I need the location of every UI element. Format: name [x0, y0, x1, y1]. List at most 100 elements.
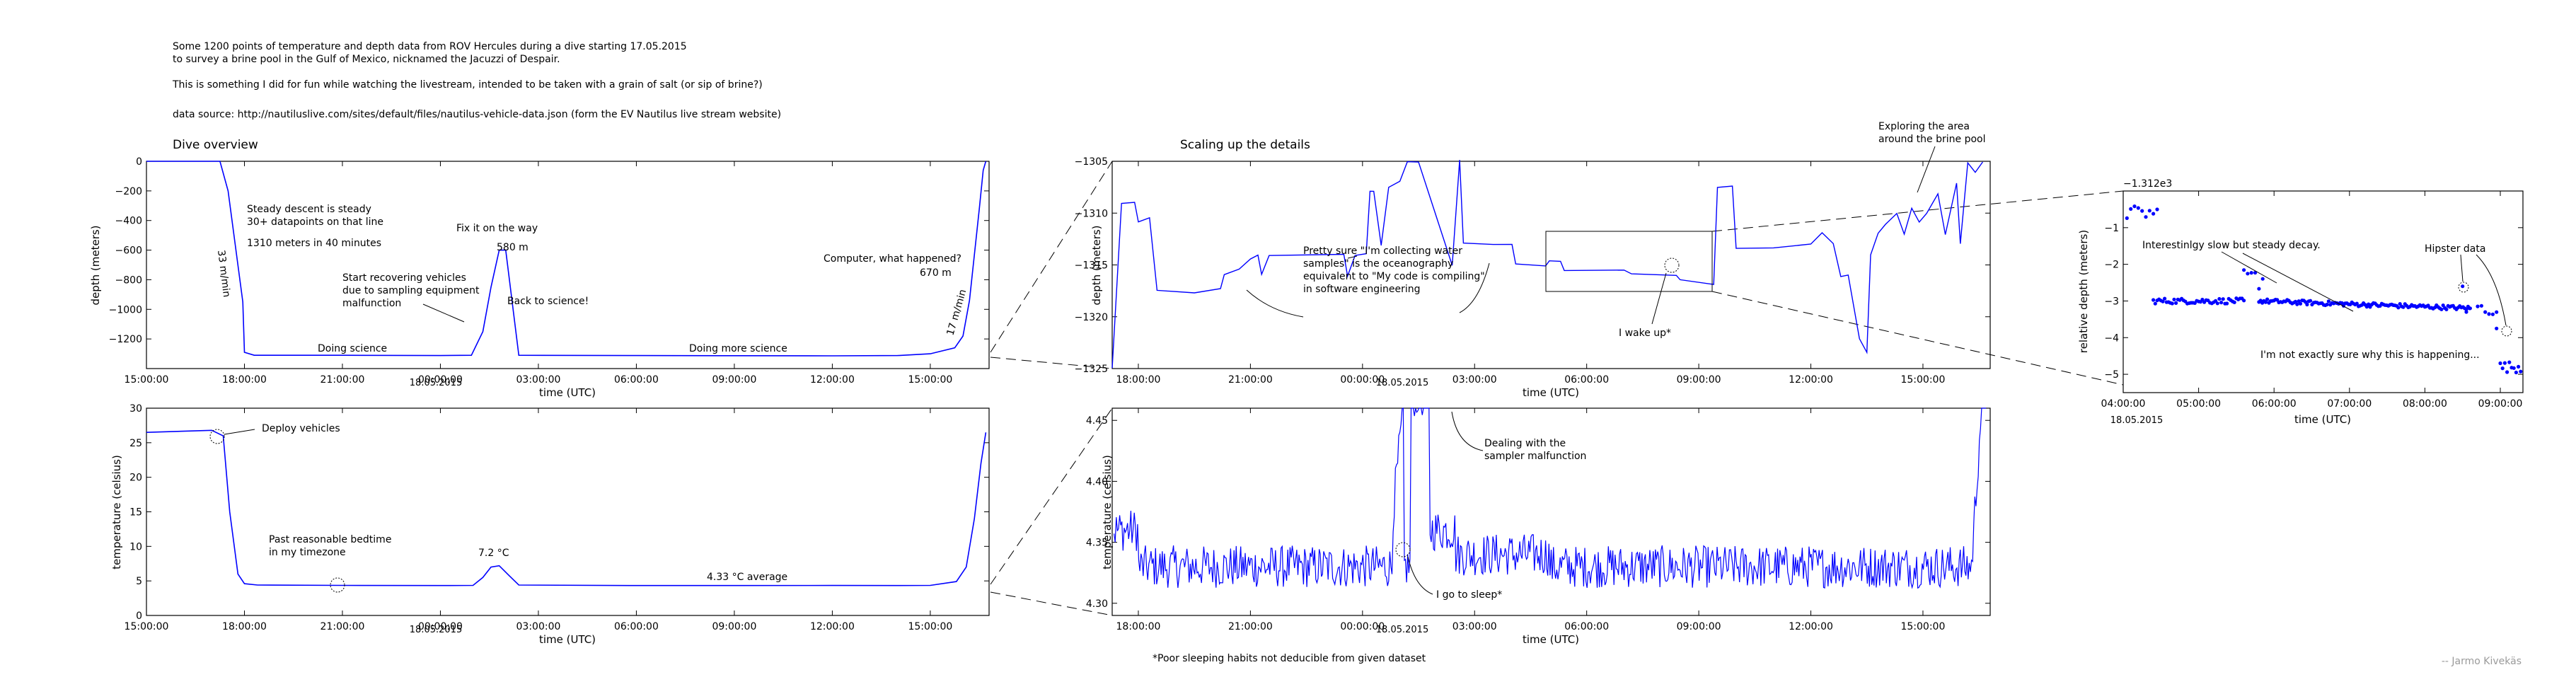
y-axis-label: depth (meters) — [1090, 225, 1103, 305]
annotation-pointer — [1407, 556, 1433, 595]
annotation-circle — [1395, 542, 1411, 557]
annotation-descent-rate-text: 1310 meters in 40 minutes — [247, 238, 381, 249]
y-tick-label: −1310 — [1075, 208, 1108, 219]
y-axis-label: relative depth (meters) — [2077, 230, 2090, 353]
x-axis-label: time (UTC) — [2294, 413, 2351, 426]
annotation-circle — [1664, 258, 1680, 273]
connector-line — [990, 357, 1113, 369]
detail-title: Scaling up the details — [1180, 138, 1310, 152]
header-line-2: to survey a brine pool in the Gulf of Me… — [173, 54, 560, 65]
y-tick-label: 4.35 — [1086, 538, 1108, 549]
annotation-33m-min: 33 m/min — [215, 250, 232, 298]
scatter-point — [2479, 303, 2483, 308]
annotation-exploring-2: around the brine pool — [1878, 134, 1985, 145]
annotation-bedtime-1: Past reasonable bedtime — [269, 534, 391, 545]
scatter-point — [2161, 299, 2165, 303]
scatter-point — [2495, 326, 2499, 330]
scatter-point — [2295, 302, 2299, 306]
scatter-point — [2444, 307, 2449, 311]
scatter-point — [2152, 212, 2156, 216]
scatter-point — [2125, 216, 2129, 220]
annotation-back-to-science: Back to science! — [507, 296, 589, 307]
date-label: 18.05.2015 — [410, 378, 462, 388]
connector-line — [1711, 190, 2124, 232]
annotation-arrow — [1246, 289, 1304, 318]
scatter-point — [2242, 268, 2246, 272]
scatter-point — [2246, 272, 2250, 276]
scatter-point — [2500, 366, 2505, 371]
annotation-doing-more-science: Doing more science — [689, 343, 787, 354]
annotation-wake-up: I wake up* — [1619, 328, 1671, 339]
scatter-point — [2355, 301, 2359, 306]
connector-line — [990, 407, 1113, 585]
x-tick-label: 18:00:00 — [222, 374, 267, 386]
y-tick-label: 20 — [129, 473, 142, 484]
annotation-sampler-2: sampler malfunction — [1484, 451, 1586, 462]
y-tick-label: −1200 — [109, 334, 142, 345]
scatter-point — [2483, 310, 2488, 314]
scatter-point — [2367, 302, 2371, 306]
x-tick-label: 06:00:00 — [614, 374, 659, 386]
x-tick-label: 06:00:00 — [1564, 374, 1609, 386]
scatter-point — [2257, 287, 2261, 291]
scatter-point — [2512, 366, 2516, 370]
scatter-point — [2242, 299, 2246, 303]
overview-title: Dive overview — [173, 138, 258, 152]
y-tick-label: −1305 — [1075, 156, 1108, 168]
y-tick-label: −4 — [2104, 332, 2119, 344]
y-tick-label: 10 — [129, 541, 142, 552]
y-ticks: 4.30 4.35 4.40 4.45 — [1086, 415, 1990, 610]
x-tick-label: 12:00:00 — [1789, 621, 1833, 632]
x-tick-label: 06:00:00 — [2252, 398, 2297, 410]
x-ticks: 18:00:00 21:00:00 00:00:00 03:00:00 06:00:00… — [1116, 408, 1945, 632]
x-ticks: 18:00:00 21:00:00 00:00:00 03:00:00 06:00:00… — [1116, 161, 1945, 386]
annotation-670m: 670 m — [920, 267, 952, 279]
scatter-point — [2507, 360, 2512, 364]
scatter-point — [2129, 207, 2133, 211]
scatter-point — [2517, 364, 2521, 369]
x-tick-label: 03:00:00 — [1452, 621, 1497, 632]
annotation-collecting-3: equivalent to "My code is compiling" — [1303, 271, 1485, 282]
scatter-point — [2514, 370, 2518, 375]
y-tick-label: 5 — [136, 576, 142, 587]
offset-label: −1.312e3 — [2123, 178, 2172, 190]
scatter-point — [2225, 301, 2229, 306]
x-tick-label: 15:00:00 — [908, 621, 952, 632]
scatter-point — [2441, 303, 2445, 308]
y-tick-label: 4.45 — [1086, 415, 1108, 427]
scatter-point — [2396, 306, 2401, 310]
y-tick-label: 0 — [136, 156, 142, 168]
y-tick-label: 4.40 — [1086, 476, 1108, 487]
y-tick-label: −1320 — [1075, 312, 1108, 323]
x-tick-label: 00:00:00 — [418, 621, 463, 632]
x-tick-label: 18:00:00 — [1116, 621, 1161, 632]
scatter-point — [2232, 300, 2236, 304]
scatter-point — [2305, 302, 2309, 307]
x-tick-label: 09:00:00 — [1677, 374, 1721, 386]
x-tick-label: 21:00:00 — [320, 374, 365, 386]
scatter-point — [2147, 209, 2152, 213]
scatter-point — [2217, 296, 2222, 301]
annotation-arrow — [2242, 253, 2354, 312]
scatter-point — [2298, 301, 2303, 306]
scatter-point — [2144, 215, 2148, 219]
zoom-connectors — [990, 161, 2124, 616]
annotation-deploy-vehicles: Deploy vehicles — [262, 423, 340, 434]
x-tick-label: 21:00:00 — [1228, 621, 1273, 632]
scatter-point — [2439, 307, 2444, 311]
scatter-point — [2464, 307, 2468, 311]
annotation-circle — [2501, 325, 2512, 337]
x-tick-label: 09:00:00 — [712, 374, 756, 386]
scatter-point — [2265, 297, 2270, 301]
plot-frame — [2122, 190, 2524, 393]
scatter-point — [2153, 301, 2157, 306]
x-tick-label: 06:00:00 — [1564, 621, 1609, 632]
x-ticks: 15:00:00 18:00:00 21:00:00 00:00:00 03:00:00… — [125, 408, 952, 632]
annotation-7-2c: 7.2 °C — [478, 548, 509, 559]
scatter-point — [2505, 370, 2509, 374]
x-tick-label: 09:00:00 — [712, 621, 756, 632]
x-tick-label: 12:00:00 — [810, 374, 855, 386]
x-tick-label: 08:00:00 — [2403, 398, 2447, 410]
annotation-steady-descent: Steady descent is steady — [247, 204, 371, 215]
